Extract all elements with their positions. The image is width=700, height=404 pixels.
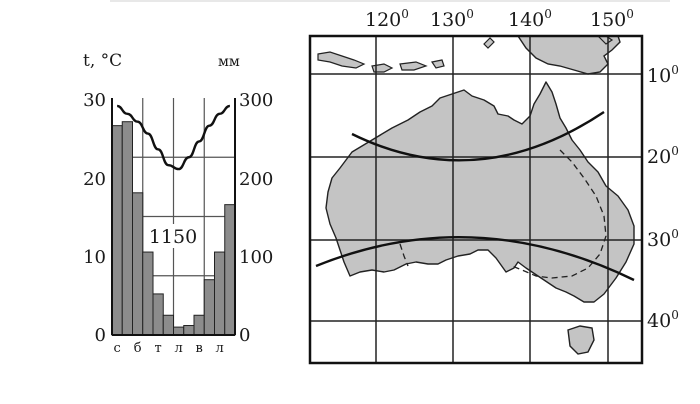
precipitation-bar bbox=[142, 251, 154, 336]
latitude-label: 300 bbox=[647, 227, 679, 251]
precipitation-tick-labels: 300 200 100 0 bbox=[239, 90, 273, 346]
climate-chart: t, °C мм 30 20 10 0 300 200 100 0 1150 с… bbox=[83, 51, 273, 356]
longitude-label: 1200 bbox=[365, 7, 409, 31]
left-tick-label: 20 bbox=[83, 169, 106, 190]
left-tick-label: 30 bbox=[83, 90, 106, 111]
annual-precipitation-label: 1150 bbox=[149, 226, 197, 248]
annotation-background bbox=[145, 224, 200, 248]
cropped-header-strip bbox=[110, 0, 670, 2]
month-label: б bbox=[134, 341, 142, 356]
month-label: л bbox=[174, 341, 182, 356]
longitude-label: 1400 bbox=[508, 7, 552, 31]
month-label: с bbox=[113, 341, 120, 356]
latitude-labels: 100 200 300 400 bbox=[647, 63, 679, 332]
right-tick-label: 200 bbox=[239, 169, 273, 190]
zone-boundary-south bbox=[315, 236, 635, 282]
island-fragment bbox=[317, 51, 366, 69]
precipitation-bar bbox=[203, 279, 215, 336]
precipitation-bar bbox=[173, 326, 185, 336]
precipitation-bar bbox=[132, 192, 144, 336]
precipitation-bar bbox=[111, 125, 123, 336]
precipitation-bar bbox=[224, 204, 236, 336]
month-label: в bbox=[195, 341, 202, 356]
longitude-labels: 1200 1300 1400 1500 bbox=[365, 7, 634, 31]
island-fragment bbox=[431, 59, 445, 69]
map-content bbox=[310, 36, 642, 363]
latitude-label: 100 bbox=[647, 63, 679, 87]
longitude-label: 1300 bbox=[430, 7, 474, 31]
latitude-label: 400 bbox=[647, 308, 679, 332]
temperature-axis-title: t, °C bbox=[83, 51, 122, 71]
temperature-curve bbox=[116, 104, 231, 171]
right-tick-label: 100 bbox=[239, 247, 273, 268]
month-label: л bbox=[215, 341, 223, 356]
new-guinea-coast bbox=[517, 36, 621, 75]
precipitation-axis-title: мм bbox=[218, 54, 240, 70]
island-fragment bbox=[399, 61, 428, 71]
left-tick-label: 0 bbox=[95, 325, 106, 346]
island-fragment bbox=[371, 63, 394, 73]
precipitation-bar bbox=[121, 121, 133, 336]
precipitation-bar bbox=[152, 293, 164, 336]
australia-map: 1200 1300 1400 1500 100 200 300 400 bbox=[308, 7, 679, 365]
zone-boundary-north bbox=[351, 111, 605, 162]
island-fragment bbox=[483, 37, 495, 49]
right-tick-label: 0 bbox=[239, 325, 250, 346]
latitude-label: 200 bbox=[647, 144, 679, 168]
precipitation-bar bbox=[183, 325, 195, 336]
longitude-label: 1500 bbox=[590, 7, 634, 31]
precipitation-bar bbox=[193, 314, 205, 336]
tasmania-island bbox=[567, 325, 595, 355]
map-graticule bbox=[310, 36, 642, 363]
dashed-boundary-line bbox=[399, 243, 409, 267]
right-tick-label: 300 bbox=[239, 90, 273, 111]
left-tick-label: 10 bbox=[83, 247, 106, 268]
month-label: т bbox=[155, 341, 162, 356]
dashed-boundary-line bbox=[511, 149, 607, 279]
chart-axes bbox=[111, 98, 236, 336]
precipitation-bar bbox=[162, 314, 174, 336]
precipitation-bar bbox=[214, 251, 226, 336]
temperature-tick-labels: 30 20 10 0 bbox=[83, 90, 106, 346]
map-frame bbox=[308, 34, 644, 365]
